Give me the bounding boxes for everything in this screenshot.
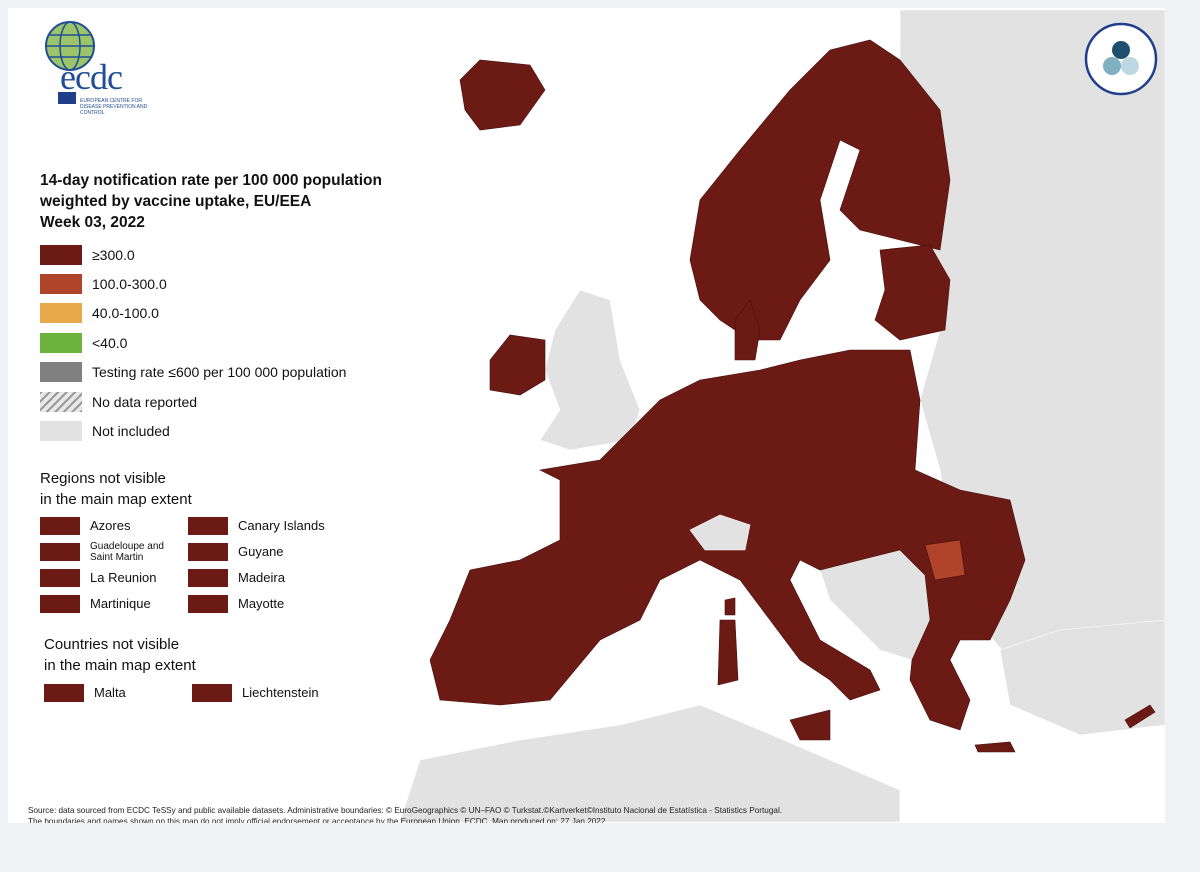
legend-item: Not included <box>40 416 346 445</box>
legend-item: 100.0-300.0 <box>40 269 346 298</box>
legend-label: 100.0-300.0 <box>92 276 167 293</box>
regions-title-line: in the main map extent <box>40 491 192 508</box>
region: Mayotte <box>188 593 338 614</box>
legend-label: 40.0-100.0 <box>92 305 159 322</box>
legend-label: <40.0 <box>92 334 128 351</box>
region-label: Martinique <box>90 596 151 611</box>
region: Martinique <box>40 593 188 614</box>
swatch <box>44 683 84 702</box>
legend-swatch <box>40 244 82 265</box>
legend-title-line: weighted by vaccine uptake, EU/EEA <box>40 193 312 210</box>
logo-subtitle: EUROPEAN CENTRE FOR DISEASE PREVENTION A… <box>80 98 148 116</box>
region-label: Guyane <box>238 544 284 559</box>
country: Malta <box>44 682 192 703</box>
legend-title: 14-day notification rate per 100 000 pop… <box>40 170 382 233</box>
legend-label: ≥300.0 <box>92 246 135 263</box>
legend-title-line: 14-day notification rate per 100 000 pop… <box>40 172 382 189</box>
eu-flag <box>58 92 76 104</box>
swatch <box>40 516 80 535</box>
swatch <box>188 568 228 587</box>
legend-swatch <box>40 274 82 295</box>
source-note: Source: data sourced from ECDC TeSSy and… <box>28 805 782 823</box>
swatch <box>40 542 80 561</box>
region-medium-rate <box>924 539 966 581</box>
legend-item: <40.0 <box>40 328 346 357</box>
country-label: Malta <box>94 685 126 700</box>
legend-swatch <box>40 421 82 442</box>
region-label: Mayotte <box>238 596 285 611</box>
countries-title-line: in the main map extent <box>44 657 196 674</box>
map <box>45 9 1165 823</box>
swatch <box>192 683 232 702</box>
legend-swatch <box>40 303 82 324</box>
swatch <box>40 594 80 613</box>
legend-swatch <box>40 362 82 383</box>
region: Guyane <box>188 541 338 562</box>
region: Azores <box>40 515 188 536</box>
legend-item: ≥300.0 <box>40 240 346 269</box>
legend-item: Testing rate ≤600 per 100 000 population <box>40 358 346 387</box>
logo-name: ecdc <box>60 57 123 97</box>
swatch <box>40 568 80 587</box>
map-card: ecdc EUROPEAN CENTRE FOR DISEASE PREVENT… <box>8 8 1165 823</box>
countries-title: Countries not visible in the main map ext… <box>44 634 196 676</box>
region: Canary Islands <box>188 515 338 536</box>
source-line: Source: data sourced from ECDC TeSSy and… <box>28 806 783 815</box>
region-label: Azores <box>90 518 131 533</box>
swatch <box>188 594 228 613</box>
region: Madeira <box>188 567 338 588</box>
legend-label: Not included <box>92 423 170 440</box>
legend-item: No data reported <box>40 387 346 416</box>
legend-label: Testing rate ≤600 per 100 000 population <box>92 364 347 381</box>
country: Liechtenstein <box>192 682 342 703</box>
regions-title: Regions not visible in the main map exten… <box>40 468 192 510</box>
region: Guadeloupe and Saint Martin <box>40 540 188 563</box>
regions-title-line: Regions not visible <box>40 470 166 487</box>
logo-globe <box>45 21 95 71</box>
legend-label: No data reported <box>92 393 198 410</box>
swatch <box>188 516 228 535</box>
country-label: Liechtenstein <box>242 685 319 700</box>
region-label: La Reunion <box>90 570 157 585</box>
regions-list: Azores Canary Islands Guadeloupe and Saint… <box>40 515 338 614</box>
countries-title-line: Countries not visible <box>44 636 180 653</box>
switzerland <box>689 514 751 551</box>
corner-logo <box>1084 22 1158 96</box>
region-label: Madeira <box>238 570 285 585</box>
source-line: The boundaries and names shown on this m… <box>28 817 606 823</box>
legend: ≥300.0 100.0-300.0 40.0-100.0 <40.0 Testing … <box>40 240 346 446</box>
legend-item: 40.0-100.0 <box>40 299 346 328</box>
region: La Reunion <box>40 567 188 588</box>
region-label: Canary Islands <box>238 518 325 533</box>
swatch <box>188 542 228 561</box>
countries-list: Malta Liechtenstein <box>44 682 342 703</box>
legend-swatch <box>40 332 82 353</box>
legend-title-line: Week 03, 2022 <box>40 214 145 231</box>
legend-swatch <box>40 391 82 412</box>
region-label: Guadeloupe and Saint Martin <box>90 540 164 563</box>
